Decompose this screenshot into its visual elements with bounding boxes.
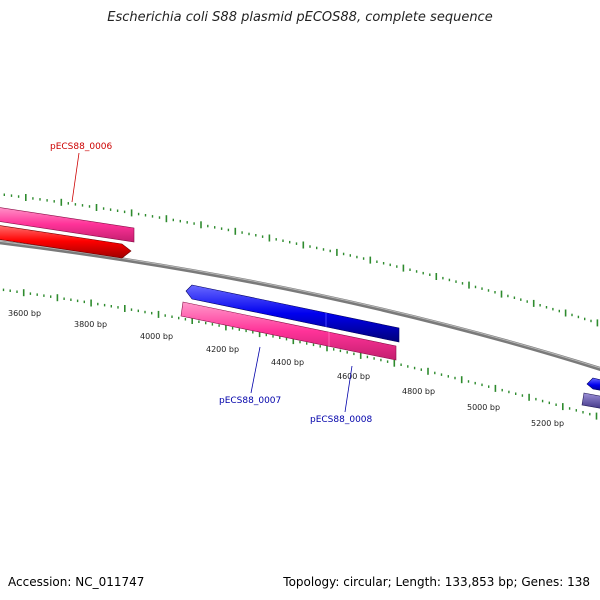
gene-label-leader-0008 (344, 365, 353, 413)
bp-label: 4800 bp (402, 387, 435, 396)
bp-label: 5000 bp (467, 403, 500, 412)
cds-feature-blue-edge[interactable] (586, 377, 600, 392)
gene-label-pecs88-0008[interactable]: pECS88_0008 (310, 415, 373, 425)
gene-label-pecs88-0007[interactable]: pECS88_0007 (219, 396, 281, 406)
gene-label-leader-0006 (71, 152, 80, 203)
gene-feature-pink[interactable] (0, 206, 135, 243)
outer-tick-scale (3, 193, 599, 327)
bp-label: 4400 bp (271, 358, 304, 367)
gene-label-pecs88-0006[interactable]: pECS88_0006 (50, 142, 113, 152)
gene-feature-pink-reverse[interactable] (180, 301, 397, 361)
bp-label: 4200 bp (206, 345, 239, 354)
accession-text: Accession: NC_011747 (8, 575, 145, 589)
map-title: Escherichia coli S88 plasmid pECOS88, co… (107, 10, 493, 25)
plasmid-backbone (0, 240, 600, 371)
cds-feature-purple-edge[interactable] (581, 392, 600, 410)
gene-label-leader-0007 (250, 346, 261, 394)
bp-label: 3600 bp (8, 309, 41, 318)
cds-feature-red[interactable] (0, 224, 132, 259)
bp-scale-labels: 3600 bp 3800 bp 4000 bp 4200 bp 4400 bp … (8, 309, 564, 428)
bp-label: 5200 bp (531, 419, 564, 428)
bp-label: 4600 bp (337, 372, 370, 381)
topology-summary: Topology: circular; Length: 133,853 bp; … (283, 575, 590, 589)
bp-label: 3800 bp (74, 320, 107, 329)
plasmid-backbone-highlight (0, 240, 600, 369)
bp-label: 4000 bp (140, 332, 173, 341)
cds-feature-blue[interactable] (185, 284, 400, 343)
inner-tick-scale (2, 288, 598, 420)
